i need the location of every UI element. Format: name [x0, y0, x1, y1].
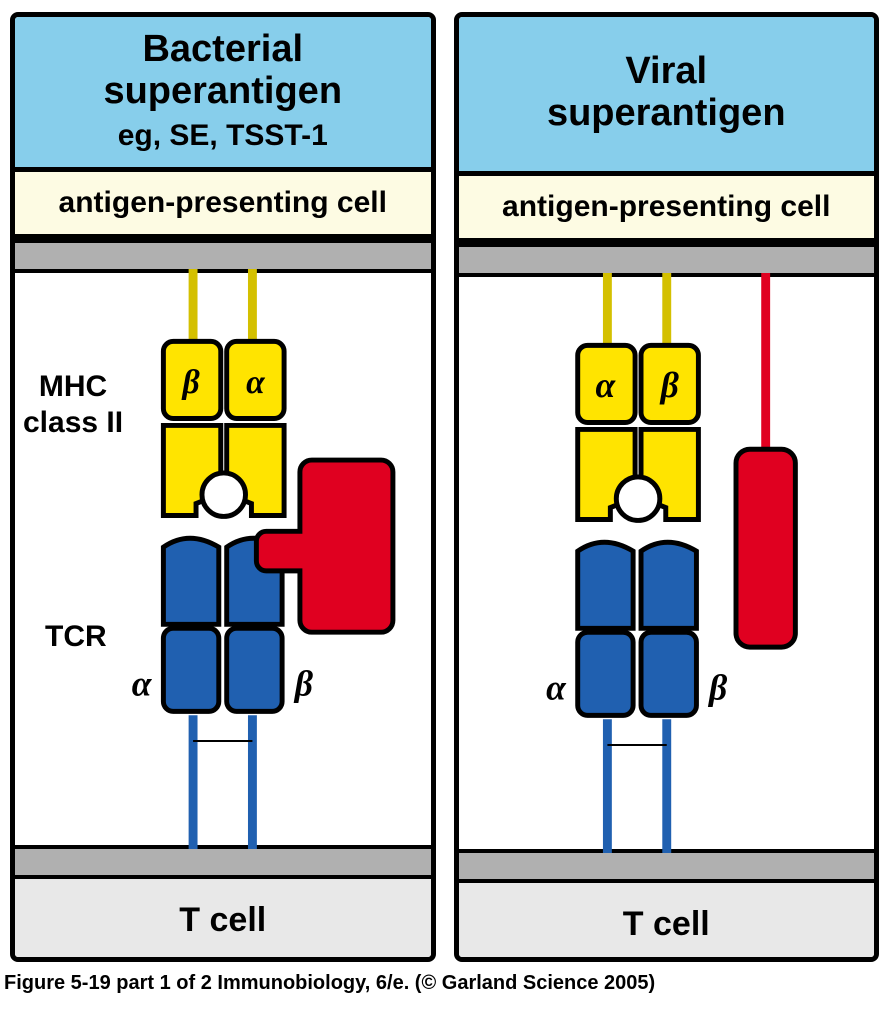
membrane-tcell-right [459, 849, 875, 883]
title-bacterial-l2: superantigen [19, 71, 427, 113]
header-bacterial: Bacterial superantigen eg, SE, TSST-1 [15, 17, 431, 172]
svg-text:α: α [132, 663, 153, 703]
title-bacterial-l1: Bacterial [19, 29, 427, 71]
tcell-label-left: T cell [15, 879, 431, 962]
title-viral-l1: Viral [463, 51, 871, 93]
title-viral-l2: superantigen [463, 93, 871, 135]
membrane-apc-right [459, 243, 875, 277]
panel-viral: Viral superantigen antigen-presenting ce… [454, 12, 880, 962]
diagram-svg-right: α β α β [459, 273, 875, 853]
header-viral: Viral superantigen [459, 17, 875, 176]
diagram-right: α β α β [459, 243, 875, 883]
tcell-label-right: T cell [459, 883, 875, 962]
figure-container: Bacterial superantigen eg, SE, TSST-1 an… [0, 0, 889, 1024]
svg-text:α: α [546, 667, 567, 707]
diagram-left: MHCclass II TCR [15, 239, 431, 879]
svg-text:β: β [293, 663, 314, 703]
svg-text:α: α [595, 364, 616, 404]
diagram-svg-left: β α α β [15, 269, 431, 849]
membrane-apc-left [15, 239, 431, 273]
svg-text:β: β [707, 667, 728, 707]
apc-label-left: antigen-presenting cell [15, 172, 431, 239]
viral-superantigen-shape [736, 449, 795, 647]
subtitle-bacterial: eg, SE, TSST-1 [19, 119, 427, 153]
membrane-tcell-left [15, 845, 431, 879]
apc-label-right: antigen-presenting cell [459, 176, 875, 243]
svg-text:α: α [246, 363, 266, 400]
svg-text:β: β [658, 364, 679, 404]
panels-row: Bacterial superantigen eg, SE, TSST-1 an… [0, 0, 889, 962]
figure-caption: Figure 5-19 part 1 of 2 Immunobiology, 6… [0, 962, 889, 995]
panel-bacterial: Bacterial superantigen eg, SE, TSST-1 an… [10, 12, 436, 962]
svg-text:β: β [180, 363, 200, 400]
